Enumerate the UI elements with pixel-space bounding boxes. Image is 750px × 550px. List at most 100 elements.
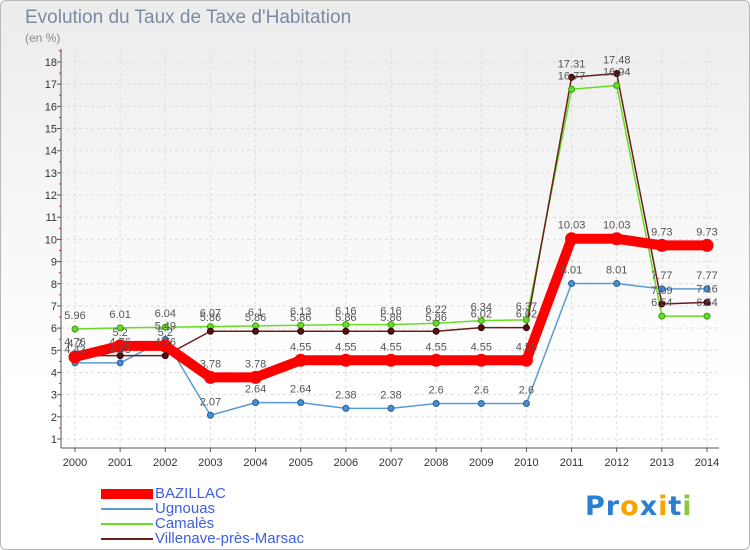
data-point [252, 327, 260, 335]
data-label: 6.37 [516, 301, 537, 313]
data-point [203, 370, 217, 384]
data-point [568, 73, 576, 81]
data-label: 17.48 [603, 55, 631, 67]
data-point [613, 280, 621, 288]
x-axis-ticks: 2000 2001 2002 2003 2004 2005 2006 2007 2008 2009… [63, 448, 719, 469]
data-label: 2.64 [245, 384, 266, 396]
x-tick-label: 2011 [560, 457, 584, 469]
data-point [339, 353, 353, 367]
data-label: 4.55 [380, 341, 401, 353]
legend-swatch [101, 489, 153, 499]
data-label: 5.86 [380, 312, 401, 324]
gridlines [61, 49, 719, 448]
chart-title: Evolution du Taux de Taxe d'Habitation [25, 7, 352, 28]
data-point [161, 323, 169, 331]
legend-swatch [101, 538, 153, 540]
logo-letter: x [639, 491, 659, 522]
chart-subtitle: (en %) [25, 31, 61, 45]
data-label: 4.76 [64, 337, 85, 349]
y-tick-label: 10 [45, 234, 57, 246]
legend-label: Villenave-près-Marsac [155, 530, 304, 547]
data-point [429, 353, 443, 367]
data-label: 5.86 [200, 312, 221, 324]
data-point [655, 238, 669, 252]
data-point [477, 324, 485, 332]
data-label: 6.54 [696, 297, 717, 309]
logo-letter: r [605, 491, 621, 522]
data-label: 5.86 [425, 312, 446, 324]
data-point [522, 316, 530, 324]
y-tick-label: 4 [51, 367, 57, 379]
data-label: 3.78 [200, 358, 221, 370]
data-point [432, 327, 440, 335]
data-point [387, 321, 395, 329]
x-tick-label: 2013 [650, 457, 674, 469]
data-point [206, 327, 214, 335]
data-label: 2.38 [335, 389, 356, 401]
data-label: 17.31 [558, 58, 586, 70]
series-points [68, 70, 714, 419]
data-point [522, 324, 530, 332]
data-label: 16.77 [558, 70, 586, 82]
data-label: 6.02 [516, 309, 537, 321]
data-point [297, 399, 305, 407]
x-tick-label: 2001 [108, 457, 132, 469]
data-point [432, 400, 440, 408]
data-label: 8.01 [606, 265, 627, 277]
x-tick-label: 2002 [153, 457, 177, 469]
data-label: 5.86 [290, 312, 311, 324]
data-point [158, 339, 172, 353]
data-label: 2.07 [200, 396, 221, 408]
data-point [519, 353, 533, 367]
data-label: 5.2 [158, 327, 173, 339]
data-point [68, 350, 82, 364]
data-label: 4.55 [471, 341, 492, 353]
y-tick-label: 6 [51, 323, 57, 335]
data-label: 6.16 [335, 306, 356, 318]
y-tick-label: 7 [51, 301, 57, 313]
x-tick-label: 2003 [198, 457, 222, 469]
data-label: 2.6 [519, 385, 534, 397]
data-label: 2.6 [474, 385, 489, 397]
data-label: 7.77 [651, 270, 672, 282]
data-point [474, 353, 488, 367]
data-point [565, 232, 579, 246]
data-label: 5.2 [112, 327, 127, 339]
data-label: 4.43 [109, 344, 130, 356]
x-tick-label: 2004 [243, 457, 267, 469]
x-tick-label: 2009 [469, 457, 493, 469]
data-label: 4.76 [155, 337, 176, 349]
y-tick-label: 12 [45, 190, 57, 202]
y-tick-label: 5 [51, 345, 57, 357]
data-point [658, 300, 666, 308]
data-point [432, 319, 440, 327]
x-tick-label: 2008 [424, 457, 448, 469]
data-point [342, 404, 350, 412]
data-point [113, 339, 127, 353]
data-label: 6.02 [471, 309, 492, 321]
y-tick-label: 16 [45, 101, 57, 113]
data-label: 7.77 [696, 270, 717, 282]
data-point [342, 321, 350, 329]
x-tick-label: 2012 [604, 457, 628, 469]
data-label: 5.49 [155, 320, 176, 332]
data-point [206, 411, 214, 419]
data-point [477, 317, 485, 325]
logo-letter: P [585, 491, 606, 522]
y-tick-label: 15 [45, 124, 57, 136]
logo-letter: i [682, 491, 693, 522]
data-point [297, 327, 305, 335]
data-point [294, 353, 308, 367]
data-label: 10.03 [603, 220, 631, 232]
data-label: 4.55 [425, 341, 446, 353]
data-label: 6.01 [109, 309, 130, 321]
x-tick-label: 2006 [334, 457, 358, 469]
y-tick-label: 17 [45, 79, 57, 91]
data-point [610, 232, 624, 246]
legend-swatch [101, 508, 153, 510]
data-label: 9.73 [651, 226, 672, 238]
data-point [522, 400, 530, 408]
axes [60, 49, 719, 449]
logo-letter: t [668, 491, 683, 522]
